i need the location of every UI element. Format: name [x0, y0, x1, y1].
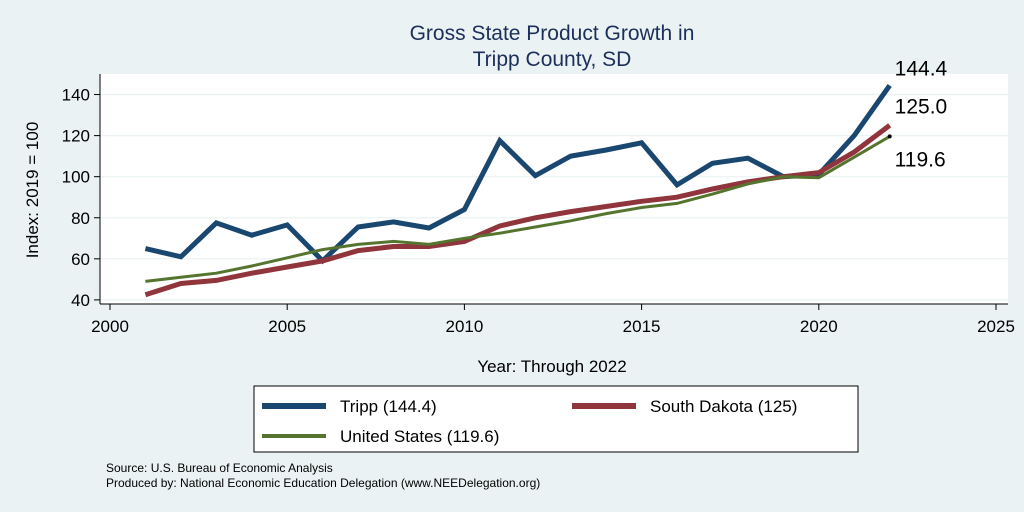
x-tick-label: 2020 — [800, 317, 838, 336]
end-label: 144.4 — [895, 58, 948, 81]
x-tick-label: 2010 — [445, 317, 483, 336]
legend-box — [253, 385, 859, 453]
y-tick-label: 40 — [71, 291, 90, 310]
source-note: Source: U.S. Bureau of Economic Analysis — [106, 461, 333, 475]
y-tick-label: 80 — [71, 209, 90, 228]
end-labels: 144.4 125.0 119.6 — [887, 58, 948, 171]
chart-title-line-2: Tripp County, SD — [473, 48, 632, 71]
end-label: 125.0 — [895, 95, 948, 118]
series-line-0 — [144, 84, 892, 265]
y-axis-label: Index: 2019 = 100 — [23, 122, 42, 259]
x-tick-label: 2005 — [268, 317, 306, 336]
series-lines — [144, 84, 892, 298]
legend-label: United States (119.6) — [340, 427, 499, 446]
chart-title-line-1: Gross State Product Growth in — [410, 22, 695, 45]
legend-label: South Dakota (125) — [650, 397, 797, 416]
end-marker — [887, 134, 892, 139]
x-axis-label: Year: Through 2022 — [477, 357, 626, 376]
y-tick-label: 120 — [62, 127, 90, 146]
legend: Tripp (144.4) South Dakota (125) United St… — [253, 385, 859, 453]
end-label: 119.6 — [895, 148, 946, 171]
x-tick-label: 2015 — [623, 317, 661, 336]
x-tick-label: 2025 — [977, 317, 1015, 336]
x-tick-label: 2000 — [91, 317, 129, 336]
produced-by-note: Produced by: National Economic Education… — [106, 476, 540, 490]
y-tick-label: 60 — [71, 250, 90, 269]
series-line-2 — [145, 135, 891, 283]
y-tick-label: 100 — [62, 168, 90, 187]
y-tick-label: 140 — [62, 86, 90, 105]
grid — [100, 93, 1008, 301]
legend-label: Tripp (144.4) — [340, 397, 437, 416]
axes: 40 60 80 100 120 140 2000 2005 2010 2015 2020 2025 — [62, 74, 1015, 336]
